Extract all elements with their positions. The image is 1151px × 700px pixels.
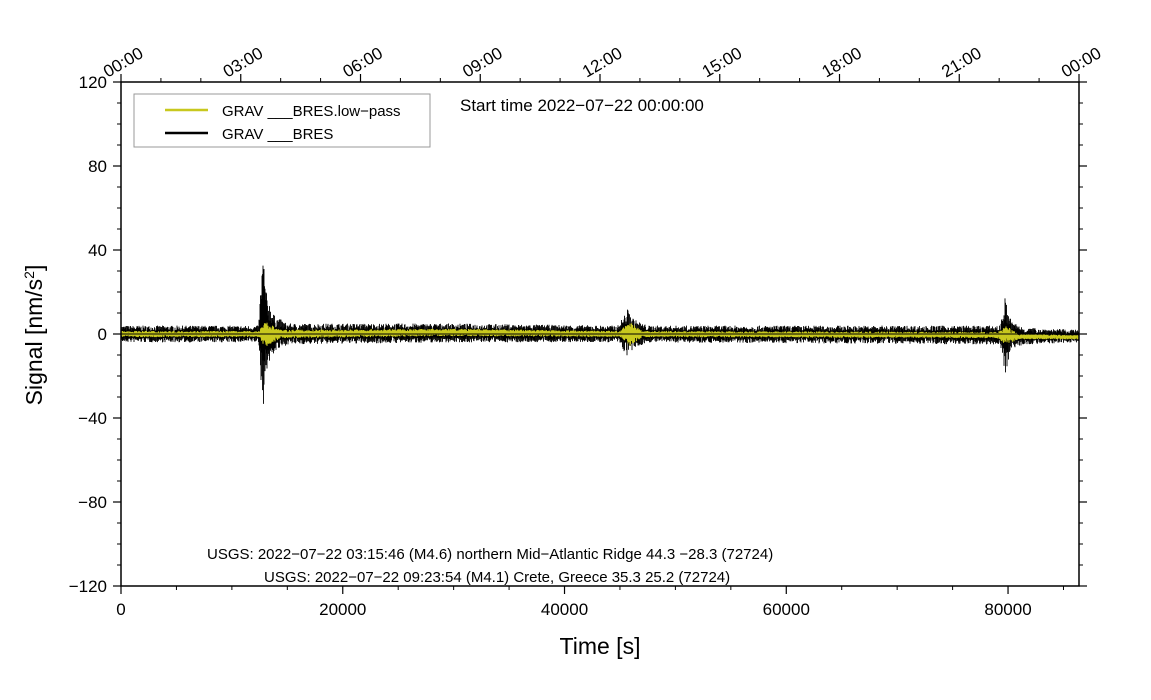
y-tick-label: −80 xyxy=(78,493,107,512)
legend-label-lowpass: GRAV ___BRES.low−pass xyxy=(222,103,401,120)
top-time-label: 00:00 xyxy=(100,44,146,82)
top-time-label: 00:00 xyxy=(1058,44,1104,82)
y-tick-label: 40 xyxy=(88,241,107,260)
top-time-label: 06:00 xyxy=(340,44,386,82)
x-tick-label: 80000 xyxy=(984,600,1031,619)
y-tick-label: −40 xyxy=(78,409,107,428)
x-axis-title: Time [s] xyxy=(560,633,641,659)
top-time-label: 15:00 xyxy=(699,44,745,82)
x-axis-ticks: 0 20000 40000 60000 80000 xyxy=(116,586,1064,619)
x-tick-label: 60000 xyxy=(763,600,810,619)
event-annotation-2: USGS: 2022−07−22 09:23:54 (M4.1) Crete, … xyxy=(264,569,730,586)
start-time-label: Start time 2022−07−22 00:00:00 xyxy=(460,96,704,115)
top-time-label: 21:00 xyxy=(938,44,984,82)
y-tick-label: 120 xyxy=(79,73,107,92)
top-time-label: 09:00 xyxy=(459,44,505,82)
legend-box xyxy=(133,93,431,148)
y-tick-label: 0 xyxy=(98,325,107,344)
y-tick-label: 80 xyxy=(88,157,107,176)
legend: GRAV ___BRES.low−pass GRAV ___BRES xyxy=(133,93,431,148)
x-tick-label: 20000 xyxy=(319,600,366,619)
x-tick-label: 0 xyxy=(116,600,125,619)
plot-area xyxy=(120,82,1080,586)
legend-label-raw: GRAV ___BRES xyxy=(222,126,333,143)
y-axis-title-sup: 2 xyxy=(21,271,37,279)
top-time-axis: 00:00 03:00 06:00 09:00 12:00 15:00 18:00 21:00… xyxy=(100,44,1104,82)
y-axis-title-main: Signal [nm/s xyxy=(21,279,47,406)
y-axis-title-tail: ] xyxy=(21,265,47,271)
y-axis-title: Signal [nm/s2] xyxy=(21,265,47,406)
top-time-label: 12:00 xyxy=(579,44,625,82)
top-time-label: 18:00 xyxy=(819,44,865,82)
x-tick-label: 40000 xyxy=(541,600,588,619)
event-annotation-1: USGS: 2022−07−22 03:15:46 (M4.6) norther… xyxy=(207,546,773,563)
y-tick-label: −120 xyxy=(69,577,107,596)
y-axis-ticks: 120 80 40 0 −40 −80 −120 xyxy=(69,73,1087,596)
top-time-label: 03:00 xyxy=(220,44,266,82)
